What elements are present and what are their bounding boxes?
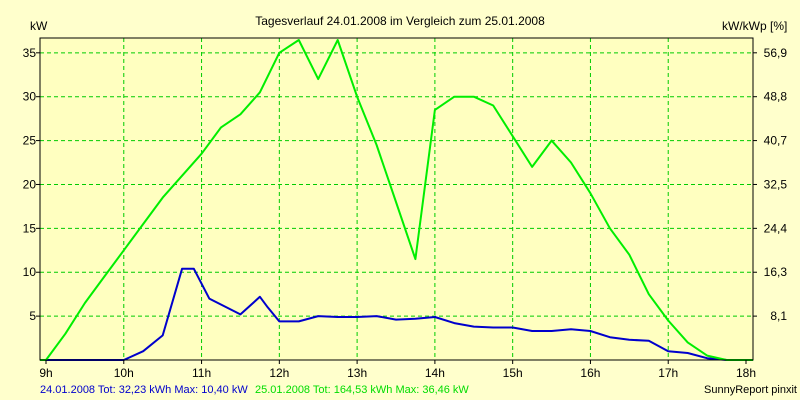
y-axis-ticks: 5 10 15 20 25 30 35 xyxy=(23,46,40,323)
y2-tick-label: 8,1 xyxy=(770,309,787,323)
footer-credit: SunnyReport pinxit xyxy=(704,384,797,396)
plot-background xyxy=(40,38,753,360)
y-tick-label: 5 xyxy=(29,309,36,323)
x-tick-label: 10h xyxy=(114,366,134,380)
x-tick-label: 9h xyxy=(39,366,52,380)
y-tick-label: 30 xyxy=(23,90,37,104)
y2-axis-label: kW/kWp [%] xyxy=(722,19,787,33)
series-line-2 xyxy=(40,39,753,361)
series-line-1 xyxy=(40,267,753,361)
y2-tick-label: 16,3 xyxy=(764,265,788,279)
legend-series-2: 25.01.2008 Tot: 164,53 kWh Max: 36,46 kW xyxy=(255,384,469,396)
plot-frame xyxy=(39,37,754,361)
y2-tick-label: 48,8 xyxy=(764,90,788,104)
y2-tick-label: 56,9 xyxy=(764,46,788,60)
x-tick-label: 13h xyxy=(347,366,367,380)
x-tick-label: 14h xyxy=(425,366,445,380)
legend-series-1: 24.01.2008 Tot: 32,23 kWh Max: 10,40 kW xyxy=(40,384,248,396)
y-tick-label: 25 xyxy=(23,134,37,148)
x-axis-ticks: 9h 10h 11h 12h 13h 14h 15h 16h 17h 18h xyxy=(39,360,756,380)
x-tick-label: 12h xyxy=(269,366,289,380)
x-tick-label: 17h xyxy=(658,366,678,380)
y2-tick-label: 32,5 xyxy=(764,177,788,191)
y2-axis-ticks: 8,1 16,3 24,4 32,5 40,7 48,8 56,9 xyxy=(753,46,787,323)
y-tick-label: 35 xyxy=(23,46,37,60)
series-lines xyxy=(40,39,753,361)
plot-area xyxy=(39,37,754,361)
y-tick-label: 10 xyxy=(23,265,37,279)
x-tick-label: 18h xyxy=(736,366,756,380)
y-tick-label: 20 xyxy=(23,177,37,191)
grid-lines xyxy=(40,38,753,360)
chart-title: Tagesverlauf 24.01.2008 im Vergleich zum… xyxy=(255,14,545,28)
x-tick-label: 11h xyxy=(192,366,211,380)
y-axis-label: kW xyxy=(30,19,48,33)
x-tick-label: 16h xyxy=(580,366,600,380)
y2-tick-label: 40,7 xyxy=(764,134,788,148)
x-tick-label: 15h xyxy=(503,366,523,380)
y2-tick-label: 24,4 xyxy=(764,221,788,235)
y-tick-label: 15 xyxy=(23,221,37,235)
